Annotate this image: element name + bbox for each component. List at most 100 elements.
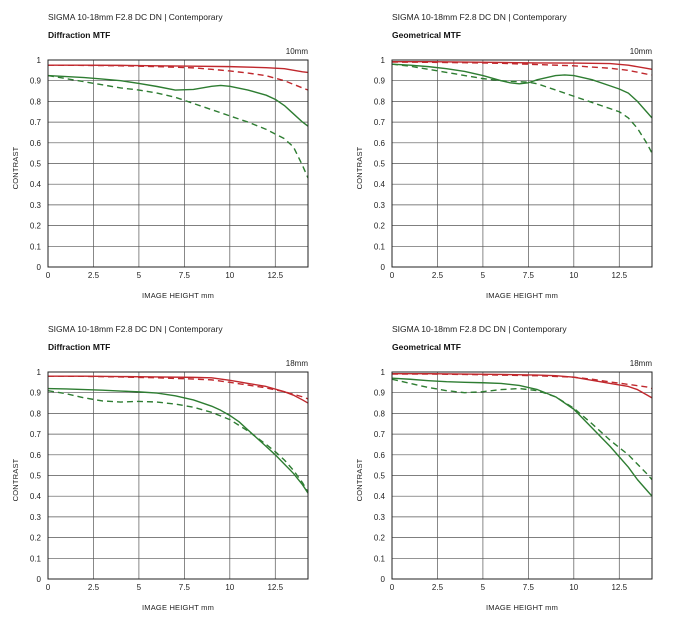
x-tick-labels: 0 2.5 5 7.5 10 12.5 [46,583,284,592]
chart-header: SIGMA 10-18mm F2.8 DC DN | Contemporary [392,12,567,22]
chart-svg: SIGMA 10-18mm F2.8 DC DN | Contemporary … [355,12,653,300]
y-tick-label: 0.2 [30,534,42,543]
series-green-solid [47,387,309,494]
chart-header: SIGMA 10-18mm F2.8 DC DN | Contemporary [48,324,223,334]
y-tick-label: 0.1 [374,242,386,251]
y-tick-label: 1 [381,56,386,65]
y-tick-label: 0 [381,575,386,584]
chart-title: Diffraction MTF [48,30,110,40]
x-tick-label: 10 [569,271,578,280]
x-tick-label: 5 [137,583,142,592]
x-tick-labels: 0 2.5 5 7.5 10 12.5 [46,271,284,280]
y-tick-label: 0 [381,263,386,272]
focal-length-label: 10mm [286,47,309,56]
x-tick-label: 2.5 [432,271,444,280]
x-tick-label: 2.5 [432,583,444,592]
chart-svg: SIGMA 10-18mm F2.8 DC DN | Contemporary … [11,12,309,300]
plot-frame [47,371,309,580]
x-tick-labels: 0 2.5 5 7.5 10 12.5 [390,271,628,280]
x-tick-label: 12.5 [267,271,283,280]
chart-header: SIGMA 10-18mm F2.8 DC DN | Contemporary [392,324,567,334]
y-tick-label: 0.4 [30,180,42,189]
chart-svg: SIGMA 10-18mm F2.8 DC DN | Contemporary … [11,324,309,612]
plot-frame [391,59,653,268]
series-lines [391,372,653,497]
y-tick-label: 1 [37,368,42,377]
y-tick-labels: 0 0.1 0.2 0.3 0.4 0.5 0.6 0.7 0.8 0.9 1 [30,368,42,584]
x-tick-label: 0 [46,583,51,592]
focal-length-label: 18mm [630,359,653,368]
x-tick-label: 0 [46,271,51,280]
y-tick-label: 0.1 [30,554,42,563]
y-tick-label: 0.9 [374,77,386,86]
x-tick-label: 0 [390,271,395,280]
y-tick-label: 0.5 [374,472,386,481]
x-tick-label: 2.5 [88,583,100,592]
focal-length-label: 10mm [630,47,653,56]
x-tick-label: 7.5 [179,583,191,592]
y-tick-labels: 0 0.1 0.2 0.3 0.4 0.5 0.6 0.7 0.8 0.9 1 [374,56,386,272]
mtf-chart-geometrical-10mm: SIGMA 10-18mm F2.8 DC DN | Contemporary … [352,8,680,308]
x-tick-label: 7.5 [523,583,535,592]
plot-frame [47,59,309,268]
y-tick-label: 0.2 [374,222,386,231]
y-tick-label: 0.1 [30,242,42,251]
y-tick-label: 0.6 [374,139,386,148]
y-tick-label: 0.6 [30,139,42,148]
grid-lines [47,371,308,580]
y-tick-label: 0.8 [30,97,42,106]
grid-lines [391,59,652,268]
y-tick-label: 0.6 [30,451,42,460]
series-green-solid [47,74,309,127]
y-tick-label: 0.2 [374,534,386,543]
x-tick-label: 12.5 [611,271,627,280]
y-tick-label: 0.8 [374,97,386,106]
y-tick-label: 0.6 [374,451,386,460]
series-red-dashed [47,375,309,400]
series-green-dashed [391,378,653,481]
y-tick-label: 0.9 [30,389,42,398]
y-tick-label: 0.9 [374,389,386,398]
chart-svg: SIGMA 10-18mm F2.8 DC DN | Contemporary … [355,324,653,612]
series-lines [47,375,309,494]
grid-lines [47,59,308,268]
y-axis-label: CONTRAST [11,146,20,189]
y-tick-label: 0.7 [30,430,42,439]
series-green-solid [391,63,653,119]
series-green-dashed [47,389,309,493]
chart-title: Geometrical MTF [392,30,461,40]
y-tick-label: 0.1 [374,554,386,563]
series-green-dashed [47,74,309,179]
focal-length-label: 18mm [286,359,309,368]
y-tick-labels: 0 0.1 0.2 0.3 0.4 0.5 0.6 0.7 0.8 0.9 1 [374,368,386,584]
x-tick-label: 0 [390,583,395,592]
y-tick-label: 0 [37,263,42,272]
x-tick-label: 2.5 [88,271,100,280]
x-tick-label: 10 [569,583,578,592]
x-axis-label: IMAGE HEIGHT mm [486,603,558,612]
x-tick-label: 7.5 [523,271,535,280]
x-axis-label: IMAGE HEIGHT mm [142,291,214,300]
y-axis-label: CONTRAST [355,146,364,189]
y-tick-label: 0.5 [30,160,42,169]
x-tick-label: 5 [481,271,486,280]
series-lines [47,64,309,179]
y-tick-label: 0.5 [30,472,42,481]
y-tick-label: 0.4 [30,492,42,501]
series-lines [391,60,653,154]
y-tick-label: 0.3 [30,201,42,210]
y-tick-label: 1 [381,368,386,377]
y-tick-label: 0.7 [374,118,386,127]
y-tick-label: 0.4 [374,492,386,501]
y-tick-label: 0.2 [30,222,42,231]
y-axis-label: CONTRAST [355,458,364,501]
mtf-chart-geometrical-18mm: SIGMA 10-18mm F2.8 DC DN | Contemporary … [352,320,680,620]
x-tick-label: 10 [225,583,234,592]
y-tick-label: 0.7 [374,430,386,439]
x-axis-label: IMAGE HEIGHT mm [486,291,558,300]
y-tick-label: 0.4 [374,180,386,189]
x-tick-label: 12.5 [611,583,627,592]
y-tick-label: 0.5 [374,160,386,169]
mtf-chart-diffraction-10mm: SIGMA 10-18mm F2.8 DC DN | Contemporary … [8,8,338,308]
grid-lines [391,371,652,580]
